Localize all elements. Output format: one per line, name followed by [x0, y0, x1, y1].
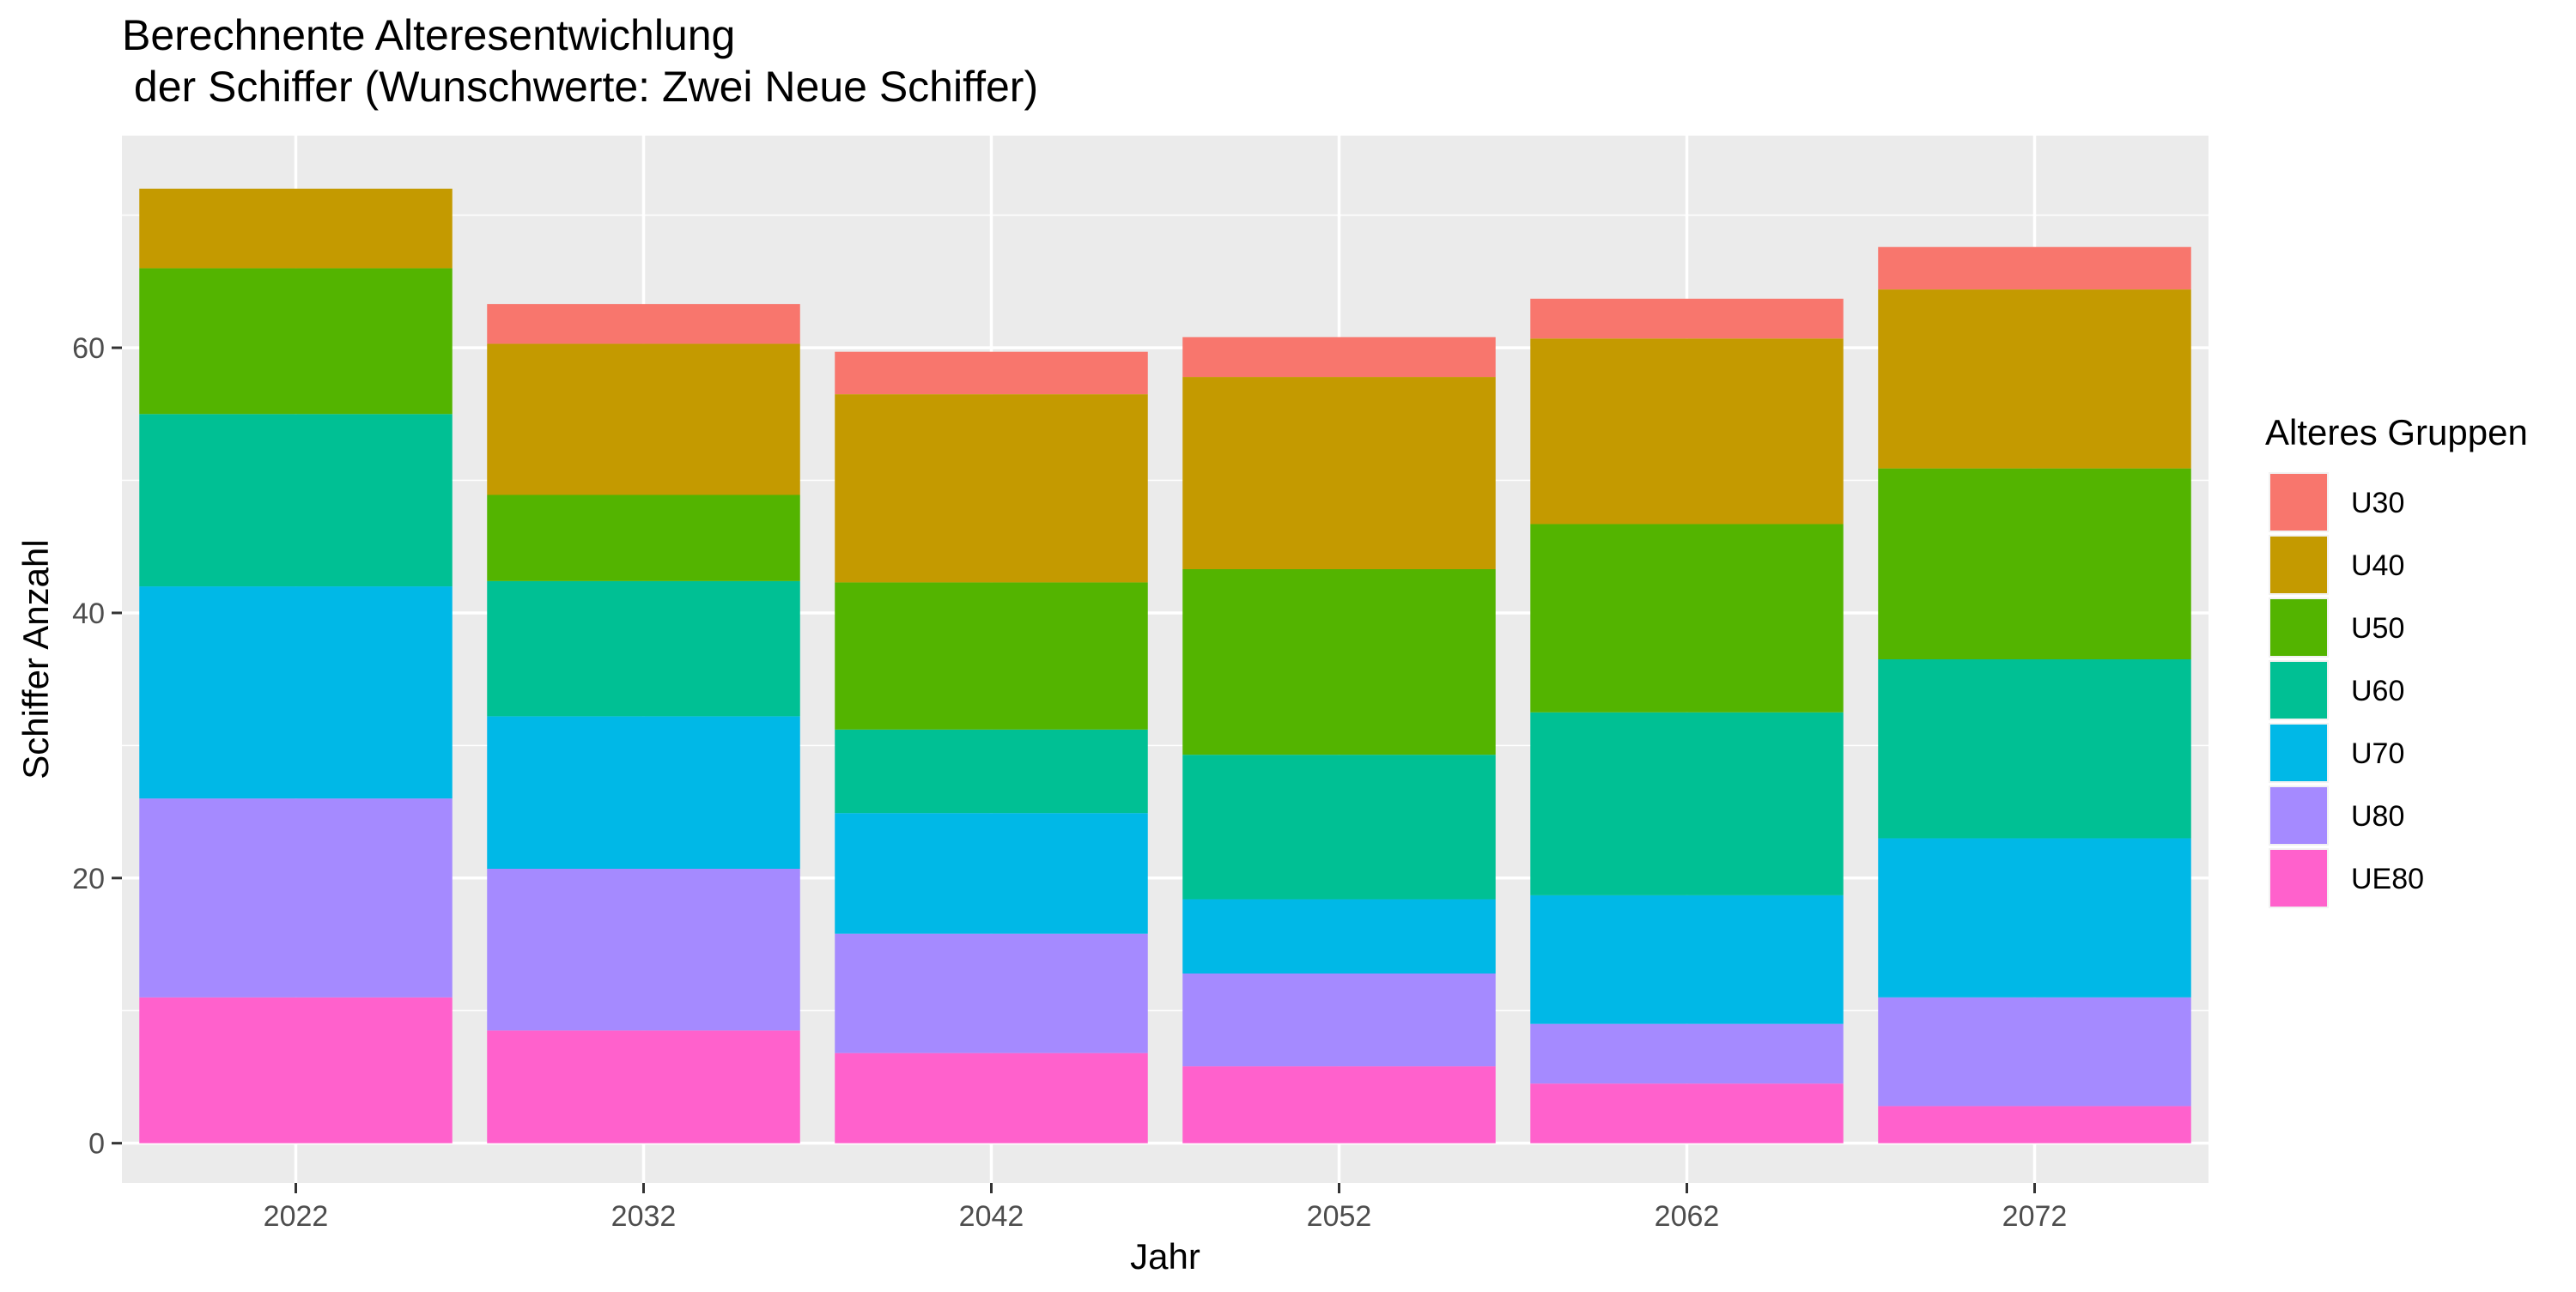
legend: Alteres Gruppen U30 U40 U50 U60 U70 U80 UE80 — [2265, 412, 2528, 908]
bar-segment-u60 — [1182, 755, 1496, 900]
legend-label-u70: U70 — [2351, 737, 2404, 770]
bar-segment-u30 — [1182, 337, 1496, 378]
legend-swatch-u60 — [2270, 662, 2327, 719]
bar-segment-u50 — [835, 582, 1148, 730]
bar-segment-ue80 — [139, 997, 453, 1143]
legend-label-u50: U50 — [2351, 612, 2404, 645]
bar-segment-u60 — [1878, 659, 2191, 839]
chart-title-line1: Berechnente Alteresentwichlung — [122, 11, 735, 59]
chart-title-line2: der Schiffer (Wunschwerte: Zwei Neue Sch… — [122, 63, 1038, 111]
x-tick-label: 2022 — [264, 1200, 329, 1233]
bar-segment-u40 — [1182, 377, 1496, 569]
bar-segment-u60 — [139, 414, 453, 587]
x-tick-label: 2052 — [1307, 1200, 1372, 1233]
bar-segment-u70 — [1182, 899, 1496, 974]
bar-segment-u50 — [1182, 568, 1496, 755]
bar-segment-u80 — [1878, 997, 2191, 1107]
bar-segment-u80 — [139, 798, 453, 998]
bar-segment-ue80 — [835, 1052, 1148, 1143]
axes: 0 20 40 60 2022 2032 2042 2052 2062 2072 — [72, 332, 2067, 1233]
legend-swatch-u70 — [2270, 725, 2327, 781]
y-tick-label: 40 — [72, 597, 105, 630]
y-tick-label: 60 — [72, 332, 105, 365]
bar-segment-u30 — [1530, 298, 1844, 339]
legend-label-u80: U80 — [2351, 800, 2404, 833]
legend-label-ue80: UE80 — [2351, 863, 2424, 895]
bar-segment-u50 — [1530, 524, 1844, 713]
bar-segment-ue80 — [1530, 1083, 1844, 1143]
bar-segment-u60 — [1530, 712, 1844, 895]
bar-segment-u80 — [835, 933, 1148, 1053]
bar-segment-ue80 — [1182, 1066, 1496, 1143]
bar-segment-u70 — [1878, 838, 2191, 998]
legend-swatch-u80 — [2270, 787, 2327, 844]
bar-segment-u30 — [835, 351, 1148, 395]
legend-label-u40: U40 — [2351, 549, 2404, 582]
x-tick-label: 2032 — [611, 1200, 677, 1233]
bar-segment-u60 — [835, 729, 1148, 814]
bar-segment-u70 — [487, 716, 800, 869]
legend-label-u60: U60 — [2351, 675, 2404, 707]
plot-panel — [122, 136, 2208, 1183]
legend-swatch-u30 — [2270, 474, 2327, 531]
bar-segment-u80 — [1182, 974, 1496, 1067]
legend-swatch-u50 — [2270, 599, 2327, 656]
legend-label-u30: U30 — [2351, 487, 2404, 519]
x-axis-title: Jahr — [1130, 1236, 1200, 1277]
y-tick-label: 0 — [88, 1128, 105, 1161]
bar-segment-ue80 — [487, 1030, 800, 1143]
x-tick-label: 2062 — [1655, 1200, 1720, 1233]
bar-segment-u40 — [1878, 289, 2191, 469]
bar-segment-u80 — [487, 869, 800, 1031]
bar-segment-u40 — [1530, 338, 1844, 525]
legend-swatch-u40 — [2270, 537, 2327, 593]
bar-segment-u30 — [487, 304, 800, 344]
bar-segment-u80 — [1530, 1023, 1844, 1084]
bar-segment-u50 — [1878, 468, 2191, 659]
bar-segment-u70 — [139, 586, 453, 799]
x-tick-label: 2042 — [959, 1200, 1024, 1233]
x-tick-label: 2072 — [2002, 1200, 2068, 1233]
bar-segment-u70 — [835, 813, 1148, 934]
y-tick-label: 20 — [72, 863, 105, 895]
legend-swatch-ue80 — [2270, 850, 2327, 907]
bar-segment-u40 — [835, 394, 1148, 583]
bar-segment-u50 — [139, 268, 453, 415]
bar-segment-u70 — [1530, 895, 1844, 1024]
bar-segment-u60 — [487, 580, 800, 717]
legend-title: Alteres Gruppen — [2265, 412, 2528, 452]
bar-segment-u40 — [487, 343, 800, 495]
y-axis-title: Schiffer Anzahl — [15, 539, 56, 779]
bar-segment-u30 — [1878, 246, 2191, 290]
bars — [139, 188, 2191, 1143]
bar-segment-u40 — [139, 188, 453, 269]
bar-segment-u50 — [487, 494, 800, 581]
bar-segment-ue80 — [1878, 1106, 2191, 1143]
